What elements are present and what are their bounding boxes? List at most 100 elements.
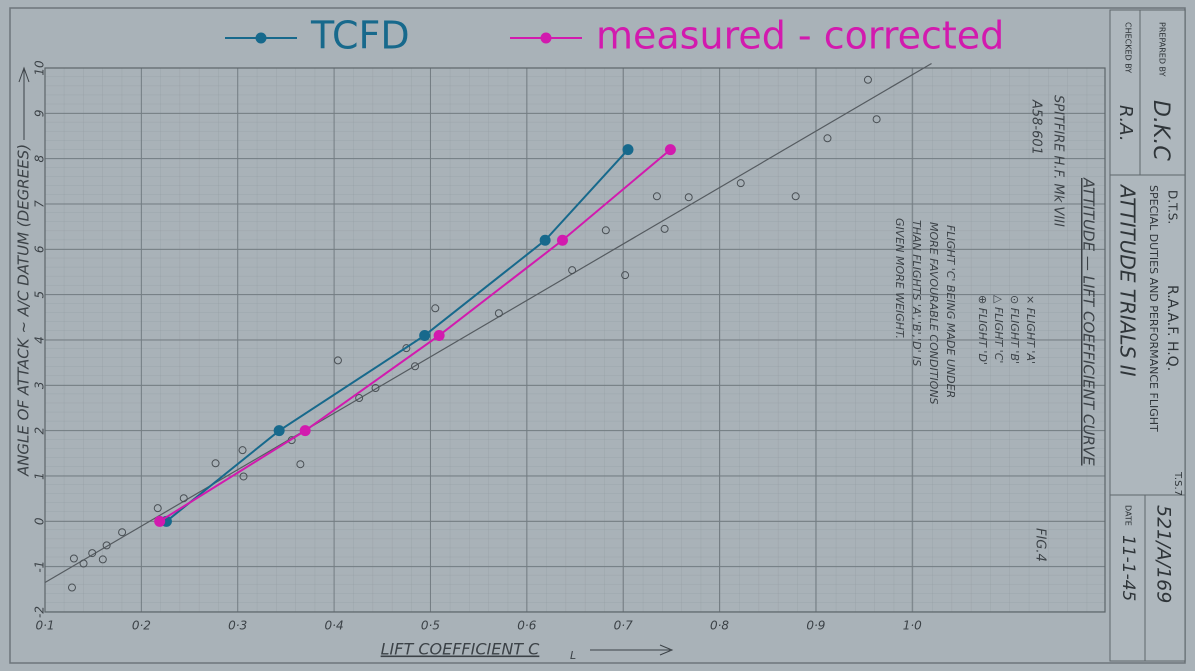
data-point: [67, 583, 76, 592]
dept: D.T.S.: [1166, 190, 1180, 224]
data-point: [238, 446, 247, 455]
y-tick-label: 3: [33, 382, 47, 390]
reference: 521/A/169: [1153, 505, 1175, 603]
series-point: [299, 425, 311, 437]
series-point: [664, 144, 676, 156]
series-point: [622, 144, 634, 156]
series-point: [539, 234, 551, 246]
y-axis-title: ANGLE OF ATTACK ~ A/C DATUM (DEGREES): [15, 144, 33, 477]
data-point: [153, 504, 162, 513]
x-tick-label: 0·8: [710, 619, 729, 633]
reference-line: [44, 62, 932, 584]
x-tick-label: 0·1: [35, 619, 54, 633]
unit: SPECIAL DUTIES AND PERFORMANCE FLIGHT: [1147, 185, 1160, 432]
x-axis-title-sub: L: [570, 649, 576, 662]
data-point: [79, 559, 88, 568]
data-point: [568, 266, 577, 275]
data-point: [239, 472, 248, 481]
y-tick-label: 6: [33, 245, 47, 253]
prepared-by: D.K.C: [1148, 100, 1173, 161]
plot-area: 0·1 0·2 0·3 0·4 0·5 0·6 0·7 0·8 0·9 1·0 -2 -1 0 1 2 3 4 5…: [33, 60, 1106, 633]
note-title: ATTITUDE — LIFT COEFFICIENT CURVE: [1080, 177, 1098, 466]
plot-frame: [44, 67, 1106, 613]
y-tick-label: -2: [33, 606, 47, 618]
prepared-label: PREPARED BY: [1158, 22, 1167, 77]
date: 11-1-45: [1118, 535, 1138, 601]
note-key: △ FLIGHT 'C': [992, 295, 1005, 363]
x-tick-label: 0·9: [806, 619, 825, 633]
data-point: [402, 344, 411, 353]
date-label: DATE: [1124, 505, 1133, 526]
series-point: [154, 515, 166, 527]
series-point: [556, 234, 568, 246]
data-point: [684, 193, 693, 202]
org: R.A.A.F. H.Q.: [1164, 285, 1180, 371]
legend-marker: [255, 32, 267, 44]
note-key: ⊙ FLIGHT 'B': [1008, 295, 1021, 364]
note-key: × FLIGHT 'A': [1024, 295, 1037, 364]
note-remark: GIVEN MORE WEIGHT.: [893, 218, 906, 339]
title-block: PREPARED BY D.K.C CHECKED BY R.A. D.T.S.…: [1109, 9, 1186, 662]
data-point: [431, 304, 440, 313]
y-tick-label: -1: [33, 561, 47, 573]
x-tick-label: 0·4: [325, 619, 344, 633]
data-point: [355, 394, 364, 403]
data-point: [823, 134, 832, 143]
legend-marker: [540, 32, 552, 44]
data-point: [411, 362, 420, 371]
y-tick-label: 0: [33, 517, 47, 525]
data-point: [601, 226, 610, 235]
x-tick-label: 0·2: [132, 619, 151, 633]
x-tick-label: 1·0: [903, 619, 922, 633]
trials: ATTITUDE TRIALS II: [1116, 183, 1140, 377]
data-point: [791, 192, 800, 201]
data-point: [179, 494, 188, 503]
checked-by: R.A.: [1115, 105, 1136, 142]
series-point: [419, 329, 431, 341]
y-tick-label: 10: [33, 60, 47, 76]
data-point: [333, 356, 342, 365]
note-serial: A58-601: [1029, 99, 1044, 155]
data-point: [652, 192, 661, 201]
data-point: [863, 75, 872, 84]
data-point: [211, 459, 220, 468]
note-aircraft: SPITFIRE H.F. Mk VIII: [1051, 95, 1066, 227]
data-point: [98, 555, 107, 564]
data-point: [102, 541, 111, 550]
y-tick-label: 9: [33, 110, 47, 118]
note-remark: THAN FLIGHTS 'A','B','D' IS: [910, 220, 923, 366]
data-point: [872, 115, 881, 124]
x-tick-label: 0·6: [517, 619, 536, 633]
y-tick-label: 7: [33, 200, 47, 208]
data-point: [660, 224, 669, 233]
legend-label: TCFD: [310, 14, 410, 58]
data-point: [736, 179, 745, 188]
series-point: [273, 425, 285, 437]
figure-number: FIG.4: [1033, 528, 1048, 562]
y-tick-label: 8: [33, 154, 47, 162]
checked-label: CHECKED BY: [1124, 22, 1133, 73]
data-point: [88, 549, 97, 558]
data-point: [69, 554, 78, 563]
y-tick-label: 1: [33, 472, 47, 480]
legend-label: measured - corrected: [596, 14, 1004, 58]
data-point: [371, 384, 380, 393]
note-remark: MORE FAVOURABLE CONDITIONS: [927, 222, 940, 405]
y-axis-arrow: [18, 66, 30, 140]
title-block-frame: [1109, 9, 1186, 662]
x-axis-arrow: [590, 644, 674, 656]
data-point: [621, 271, 630, 280]
x-axis-title: LIFT COEFFICIENT C: [381, 640, 541, 659]
y-tick-label: 4: [33, 336, 47, 344]
y-tick-label: 5: [33, 291, 47, 299]
note-key: ⊕ FLIGHT 'D': [976, 295, 989, 365]
x-tick-label: 0·7: [614, 619, 633, 633]
data-point: [296, 460, 305, 469]
ts-number: T.S.7: [1172, 471, 1183, 496]
legend: TCFD measured - corrected: [225, 14, 1004, 58]
note-remark: FLIGHT 'C' BEING MADE UNDER: [944, 225, 957, 398]
series-point: [433, 329, 445, 341]
y-tick-label: 2: [33, 427, 47, 435]
data-point: [118, 528, 127, 537]
